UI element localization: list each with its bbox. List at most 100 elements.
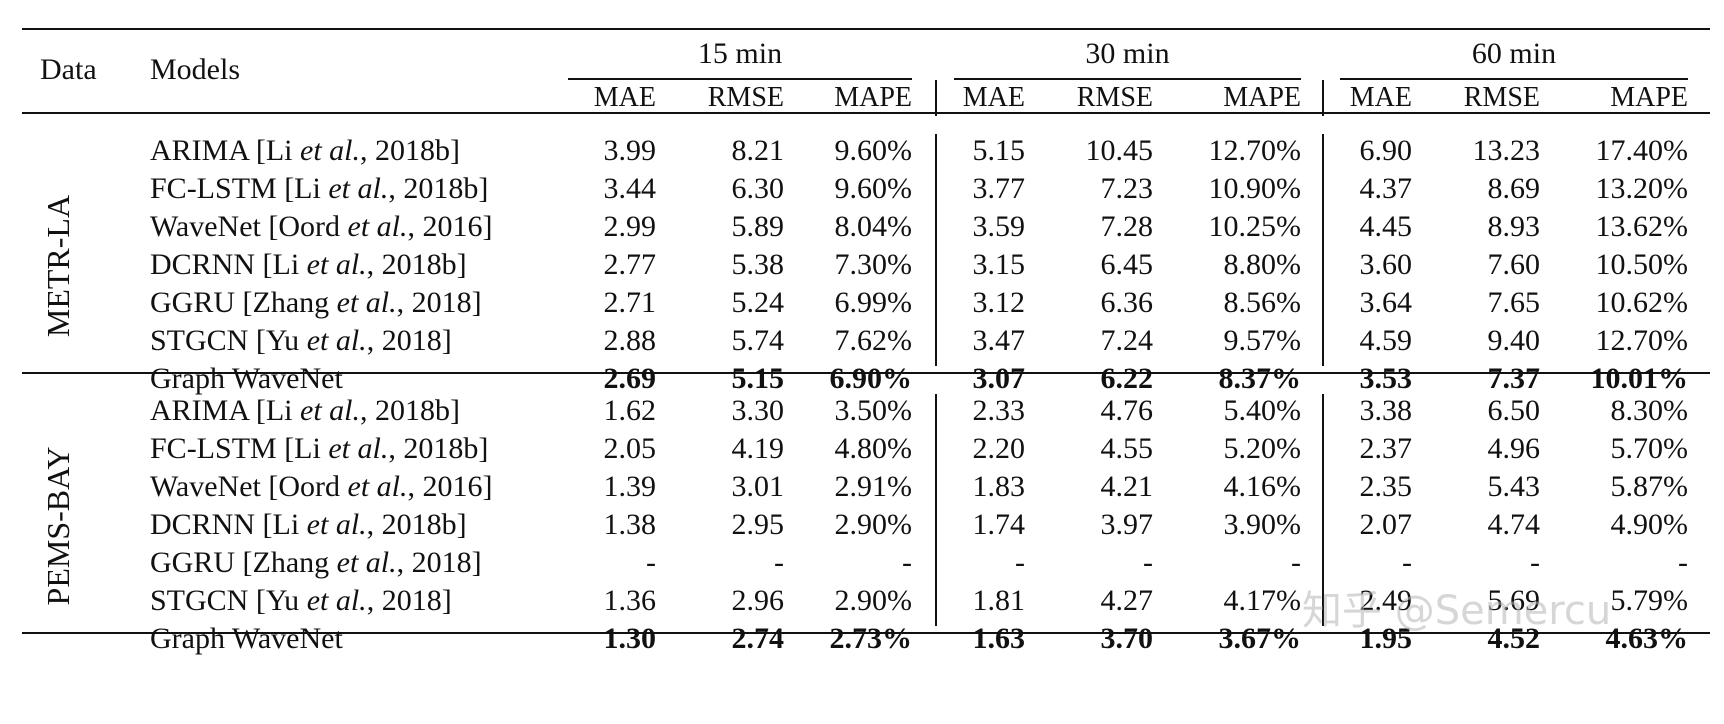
model-name-text: ARIMA [Li [150,134,300,167]
metric-value: 4.63% [1605,622,1689,655]
metric-value: 1.63 [972,622,1026,655]
model-name-cite: , 2018b] [366,508,467,541]
metric-value: 3.97 [1100,508,1154,541]
metric-value: 5.43 [1487,470,1541,503]
metric-value: 8.30% [1610,394,1689,427]
metric-value: 2.33 [972,394,1026,427]
model-name-cite: , 2018b] [388,172,489,205]
metric-header: MAPE [834,82,912,113]
metric-value: 7.30% [834,248,913,281]
metric-value: 3.15 [972,248,1026,281]
model-name: ARIMA [Li et al., 2018b] [150,133,460,169]
metric-value: 4.55 [1100,432,1154,465]
metric-value: - [1143,546,1153,579]
model-name: GGRU [Zhang et al., 2018] [150,285,482,321]
horizon-underline [568,78,912,80]
metric-value: 4.74 [1487,508,1541,541]
model-name-text: DCRNN [Li [150,248,307,281]
model-name-etal: et al. [306,584,367,617]
metric-value: 3.99 [603,134,657,167]
horizon-underline [954,78,1301,80]
metric-value: 2.05 [603,432,657,465]
metric-value: 1.38 [603,508,657,541]
metric-value: 7.28 [1100,210,1154,243]
model-name-etal: et al. [347,210,408,243]
metric-value: 2.20 [972,432,1026,465]
metric-value: 4.80% [834,432,913,465]
metric-value: 7.62% [834,324,913,357]
horizon-header: 30 min [1085,37,1170,70]
metric-value: 1.36 [603,584,657,617]
metric-value: 6.22 [1100,362,1154,395]
model-name-text: Graph WaveNet [150,622,343,655]
metric-value: 4.45 [1359,210,1413,243]
metric-value: 1.83 [972,470,1026,503]
metric-value: 5.15 [972,134,1026,167]
metric-value: 2.95 [731,508,785,541]
metric-value: 1.62 [603,394,657,427]
model-name: ARIMA [Li et al., 2018b] [150,393,460,429]
model-name-cite: , 2018] [396,546,482,579]
metric-value: 3.70 [1100,622,1154,655]
metric-value: 5.70% [1610,432,1689,465]
horizon-underline [1340,78,1688,80]
metric-value: 6.45 [1100,248,1154,281]
metric-value: 3.50% [834,394,913,427]
metric-value: 2.69 [603,362,657,395]
metric-value: 2.77 [603,248,657,281]
metric-value: 3.12 [972,286,1026,319]
metric-value: 5.74 [731,324,785,357]
metric-value: 13.62% [1595,210,1689,243]
model-name: WaveNet [Oord et al., 2016] [150,469,493,505]
metric-value: 5.15 [731,362,785,395]
metric-value: 6.30 [731,172,785,205]
model-name-etal: et al. [336,546,397,579]
metric-value: 2.37 [1359,432,1413,465]
metric-header: RMSE [1463,82,1540,113]
metric-value: 2.90% [834,508,913,541]
model-name: DCRNN [Li et al., 2018b] [150,247,467,283]
metric-value: 4.52 [1487,622,1541,655]
metric-header: RMSE [1076,82,1153,113]
metric-value: 17.40% [1595,134,1689,167]
metric-value: 3.44 [603,172,657,205]
metric-value: - [774,546,784,579]
metric-value: - [1678,546,1688,579]
model-name-text: ARIMA [Li [150,394,300,427]
metric-value: 9.60% [834,134,913,167]
metric-value: 7.37 [1487,362,1541,395]
model-name: DCRNN [Li et al., 2018b] [150,507,467,543]
metric-value: 9.40 [1487,324,1541,357]
metric-value: 6.50 [1487,394,1541,427]
model-name: STGCN [Yu et al., 2018] [150,323,452,359]
model-name: STGCN [Yu et al., 2018] [150,583,452,619]
metric-value: 2.35 [1359,470,1413,503]
metric-value: 2.74 [731,622,785,655]
metric-value: - [1402,546,1412,579]
metric-value: 3.59 [972,210,1026,243]
metric-value: 5.24 [731,286,785,319]
horizon-header: 15 min [697,37,783,70]
metric-value: 3.47 [972,324,1026,357]
metric-value: 6.99% [834,286,913,319]
metric-value: - [1291,546,1301,579]
model-name-cite: , 2018b] [388,432,489,465]
metric-value: 10.01% [1590,362,1689,395]
model-name-text: Graph WaveNet [150,362,343,395]
metric-value: 3.64 [1359,286,1413,319]
metric-value: 4.19 [731,432,785,465]
metric-value: 8.69 [1487,172,1541,205]
model-name-text: FC-LSTM [Li [150,432,329,465]
metric-value: 4.37 [1359,172,1413,205]
metric-value: 13.23 [1472,134,1541,167]
metric-value: 3.38 [1359,394,1413,427]
model-name-etal: et al. [347,470,408,503]
metric-header: MAE [1349,82,1412,113]
metric-value: 8.80% [1223,248,1302,281]
model-name-etal: et al. [328,172,389,205]
metric-value: 3.77 [972,172,1026,205]
metric-value: 4.21 [1100,470,1154,503]
metric-value: 5.79% [1610,584,1689,617]
metric-value: 2.88 [603,324,657,357]
metric-value: 8.93 [1487,210,1541,243]
